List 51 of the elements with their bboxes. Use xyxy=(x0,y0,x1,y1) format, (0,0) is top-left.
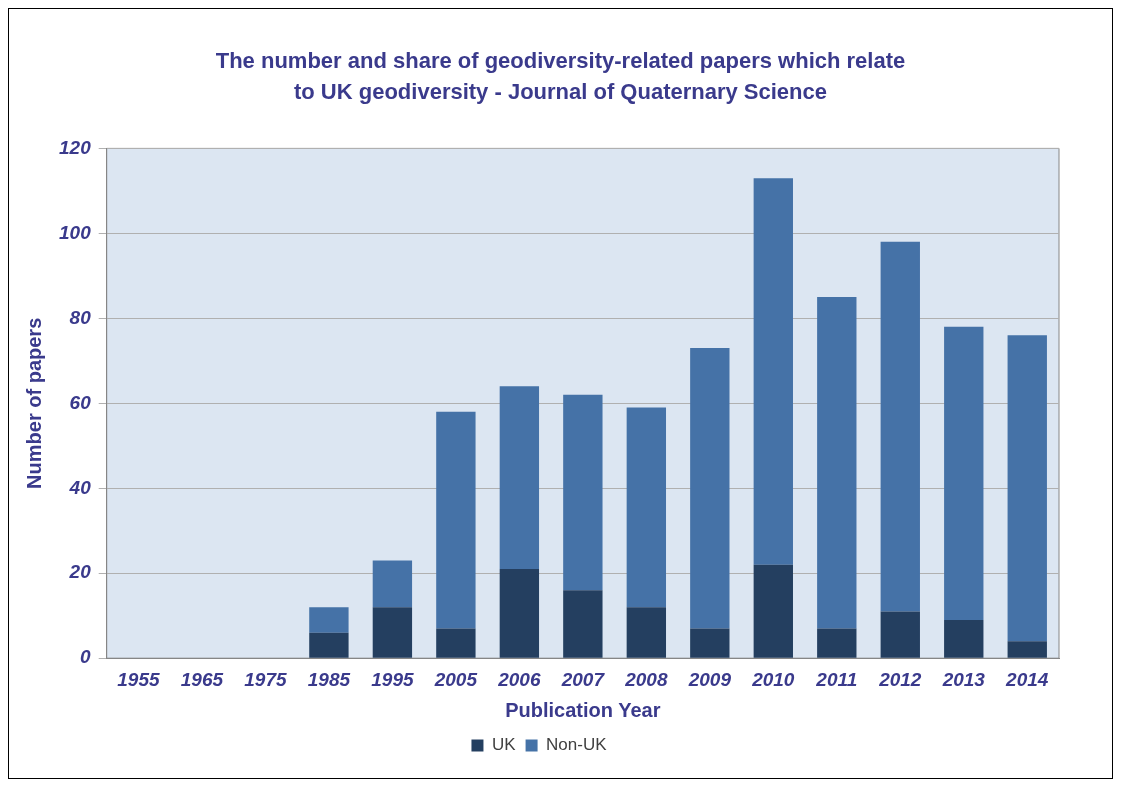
x-tick-label: 1975 xyxy=(244,668,287,690)
y-tick-label: 0 xyxy=(80,646,92,668)
x-tick-label: 1965 xyxy=(180,668,224,690)
bar xyxy=(563,590,603,658)
y-tick-label: 40 xyxy=(68,476,92,498)
bar xyxy=(436,411,476,629)
bar xyxy=(372,560,413,608)
bar xyxy=(880,611,920,658)
bar xyxy=(626,407,667,608)
x-tick-label: 1955 xyxy=(117,668,160,690)
x-tick-label: 2008 xyxy=(624,668,668,690)
x-tick-label: 1985 xyxy=(307,668,351,690)
x-axis-title: Publication Year xyxy=(505,698,661,721)
bar xyxy=(817,297,857,629)
bar xyxy=(372,607,413,658)
x-tick-label: 2006 xyxy=(497,668,541,690)
y-tick-label: 60 xyxy=(69,391,92,413)
bar xyxy=(563,394,603,591)
bar xyxy=(944,326,984,620)
bar xyxy=(753,564,793,658)
bar xyxy=(309,632,349,658)
x-tick-label: 2014 xyxy=(1005,668,1049,690)
bar xyxy=(817,628,857,658)
x-tick-label: 2005 xyxy=(433,668,478,690)
y-tick-label: 120 xyxy=(59,136,92,158)
x-tick-label: 1995 xyxy=(371,668,414,690)
bar xyxy=(499,386,540,569)
y-axis-title: Number of papers xyxy=(22,317,45,489)
bar xyxy=(944,619,984,658)
bar xyxy=(690,628,730,658)
bar xyxy=(626,607,667,658)
y-tick-label: 80 xyxy=(69,306,92,328)
chart-title: The number and share of geodiversity-related papers which relate to UK geodiversity - Journal of Quaternary Science xyxy=(214,47,907,106)
legend-label: UK xyxy=(491,735,517,755)
x-tick-label: 2010 xyxy=(751,668,795,690)
bar xyxy=(499,568,540,658)
bar xyxy=(309,607,349,633)
y-tick-label: 100 xyxy=(59,221,92,243)
bar xyxy=(1007,335,1047,642)
x-tick-label: 2011 xyxy=(815,668,858,690)
bar xyxy=(690,348,730,629)
x-tick-label: 2013 xyxy=(941,668,986,690)
x-tick-label: 2007 xyxy=(560,668,606,690)
bar xyxy=(880,241,920,612)
bar xyxy=(1007,641,1047,658)
bar xyxy=(436,628,476,658)
x-tick-label: 2009 xyxy=(687,668,732,690)
y-tick-label: 20 xyxy=(68,561,92,583)
legend-label: Non-UK xyxy=(546,735,608,755)
x-tick-label: 2012 xyxy=(878,668,922,690)
bar xyxy=(753,178,793,565)
